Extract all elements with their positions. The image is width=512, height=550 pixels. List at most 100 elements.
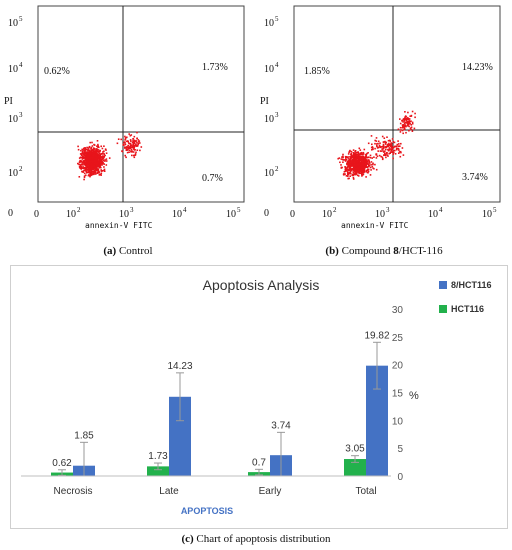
event-dot: [93, 161, 95, 163]
event-dot: [359, 170, 362, 172]
event-dot: [370, 163, 372, 166]
event-dot: [360, 161, 362, 164]
event-dot: [96, 148, 98, 150]
event-dot: [359, 149, 362, 151]
event-dot: [346, 170, 348, 172]
event-dot: [361, 165, 364, 167]
event-dot: [406, 124, 409, 127]
event-dot: [405, 116, 408, 118]
event-dot: [343, 159, 346, 161]
event-dot: [401, 124, 404, 126]
event-dot: [77, 162, 79, 165]
event-dot: [101, 156, 104, 159]
event-dot: [126, 151, 129, 154]
event-dot: [356, 161, 358, 163]
event-dot: [94, 163, 96, 165]
event-dot: [101, 170, 104, 172]
event-dot: [392, 150, 395, 152]
event-dot: [100, 158, 103, 160]
event-dot: [97, 164, 99, 167]
event-dot: [99, 161, 102, 163]
x-tick-label: 102: [322, 206, 337, 220]
event-dot: [88, 146, 91, 149]
event-dot: [92, 164, 95, 166]
x-tick-label: 102: [66, 206, 81, 220]
event-dot: [414, 112, 416, 115]
event-dot: [366, 171, 369, 174]
event-dot: [89, 163, 91, 166]
event-dot: [402, 125, 404, 128]
event-dot: [382, 145, 384, 148]
event-dot: [362, 162, 365, 164]
event-dot: [93, 148, 96, 150]
event-dot: [137, 141, 140, 143]
event-dot: [116, 142, 119, 145]
event-dot: [351, 156, 354, 159]
event-dot: [358, 157, 361, 160]
event-dot: [361, 155, 363, 158]
event-dot: [82, 154, 84, 156]
event-dot: [391, 151, 394, 153]
event-dot: [361, 168, 364, 171]
event-dot: [136, 131, 138, 134]
event-dot: [78, 176, 81, 178]
legend-swatch: [439, 305, 447, 313]
event-dot: [354, 169, 356, 172]
event-dot: [105, 149, 107, 151]
event-dot: [124, 139, 126, 141]
event-dot: [102, 151, 104, 153]
event-dot: [356, 174, 359, 177]
event-dot: [139, 149, 141, 152]
event-dot: [140, 146, 143, 148]
event-dot: [100, 162, 102, 165]
event-dot: [350, 161, 352, 164]
event-dot: [92, 157, 94, 159]
event-dot: [95, 170, 97, 172]
event-dot: [131, 141, 134, 144]
x-tick-label: 105: [226, 206, 241, 220]
event-dot: [121, 150, 123, 152]
x-axis-label: annexin-V FITC: [341, 221, 409, 230]
event-dot: [87, 151, 89, 154]
event-dot: [366, 156, 369, 159]
event-dot: [356, 170, 358, 172]
event-dot: [382, 141, 385, 143]
event-dot: [103, 155, 105, 158]
event-dot: [78, 161, 81, 163]
event-dot: [135, 151, 137, 154]
event-dot: [402, 118, 405, 120]
event-dot: [136, 141, 138, 144]
y-axis: 0 5 10 15 20 25 30: [21, 305, 403, 483]
event-dot: [348, 168, 350, 171]
event-dot: [363, 170, 365, 173]
event-dot: [375, 143, 378, 145]
event-dot: [83, 154, 86, 156]
event-dot: [137, 139, 140, 141]
event-dot: [365, 176, 367, 178]
event-dot: [103, 166, 105, 168]
event-dot: [356, 167, 359, 170]
event-dot: [94, 155, 97, 157]
event-dot: [405, 125, 407, 128]
event-dot: [93, 169, 96, 172]
event-dot: [102, 155, 104, 157]
event-dot: [413, 127, 416, 130]
event-dot: [352, 154, 355, 156]
event-dot: [379, 145, 381, 148]
event-dot: [105, 164, 108, 166]
event-dot: [378, 154, 381, 157]
y-tick-label: 102: [8, 165, 23, 179]
event-dot: [404, 111, 406, 113]
event-dot: [348, 151, 350, 153]
event-dot: [364, 155, 367, 158]
apoptosis-chart-panel: Apoptosis Analysis 0.62 1.85 1.73 14.23 0.7 3…: [10, 265, 508, 529]
event-dot: [370, 161, 373, 163]
event-dot: [88, 154, 91, 157]
event-dot: [375, 140, 378, 142]
event-dot: [346, 163, 348, 166]
event-dot: [79, 165, 82, 168]
event-dot: [84, 147, 87, 150]
event-dot: [411, 130, 414, 132]
event-dot: [380, 146, 382, 148]
data-label: 14.23: [167, 361, 192, 372]
